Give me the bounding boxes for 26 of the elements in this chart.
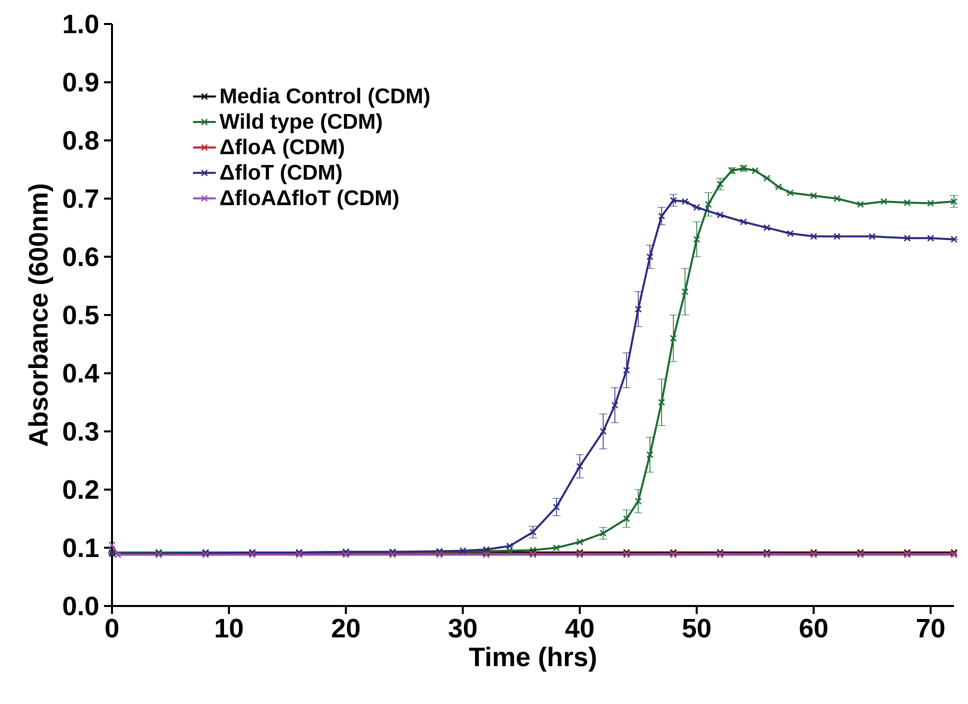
y-tick-label: 0.1: [63, 538, 99, 558]
x-tick-label: 40: [565, 618, 594, 638]
y-tick-label: 0.3: [63, 422, 98, 441]
legend-label: Wild type (CDM): [219, 113, 382, 134]
y-tick-label: 0.4: [63, 364, 100, 383]
y-tick-label: 0.7: [63, 189, 98, 208]
x-tick-label: 60: [800, 618, 828, 638]
x-tick-label: 20: [332, 618, 360, 638]
y-tick-label: 0.8: [63, 130, 98, 150]
y-tick-label: 1.0: [64, 14, 98, 34]
x-tick-label: 50: [682, 618, 710, 638]
x-tick-label: 30: [448, 618, 477, 638]
legend-label: Media Control (CDM): [220, 88, 430, 108]
legend-label: ΔfloA (CDM): [220, 138, 344, 159]
legend-label: ΔfloT (CDM): [220, 164, 342, 184]
x-tick-label: 10: [216, 618, 243, 638]
y-tick-label: 0.5: [63, 306, 99, 324]
x-tick-label: 70: [916, 618, 944, 638]
x-axis-title: Time (hrs): [469, 646, 596, 672]
y-tick-label: 0.6: [63, 247, 98, 266]
y-tick-label: 0.9: [63, 72, 98, 92]
y-tick-label: 0.2: [63, 480, 98, 500]
y-tick-label: 0.0: [63, 596, 98, 616]
legend-label: ΔfloAΔfloT (CDM): [220, 190, 398, 210]
x-tick-label: 0: [106, 618, 118, 638]
y-axis-title: Absorbance (600nm): [28, 184, 54, 446]
